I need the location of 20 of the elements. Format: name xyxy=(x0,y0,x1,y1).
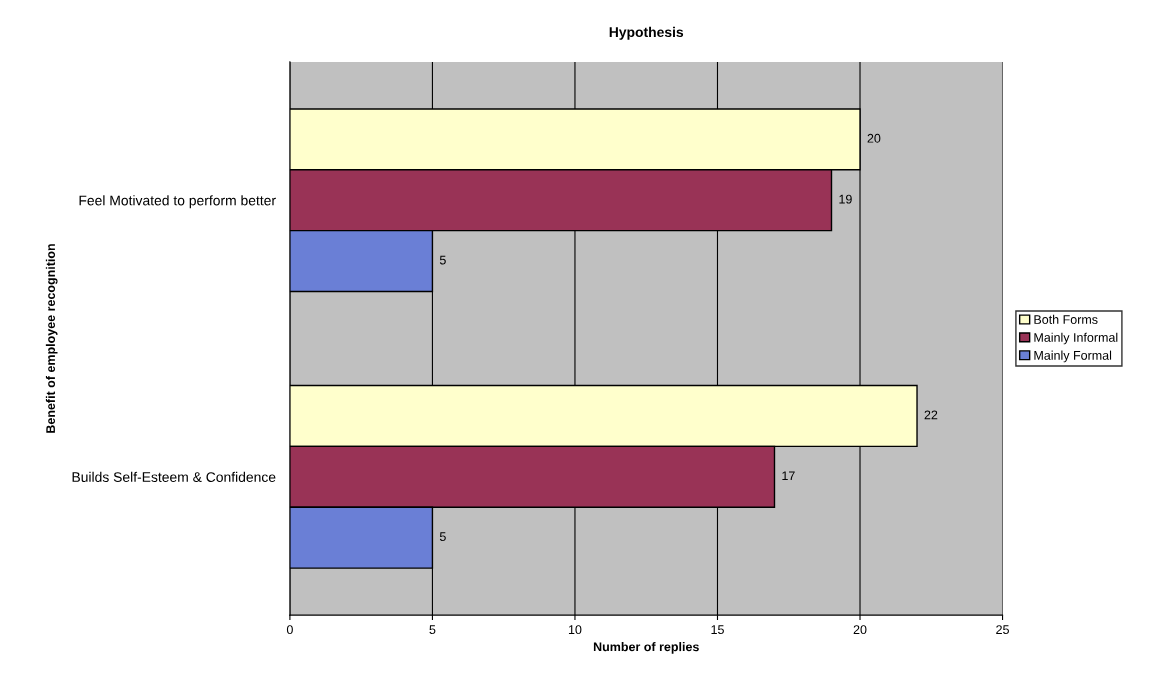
x-tick-label: 10 xyxy=(568,625,582,635)
data-label: 17 xyxy=(782,471,795,481)
legend-label: Both Forms xyxy=(1034,314,1098,324)
y-axis-title: Benefit of employee recognition xyxy=(45,244,58,433)
data-label: 19 xyxy=(839,194,852,204)
x-tick-label: 0 xyxy=(286,625,293,635)
legend-label: Mainly Formal xyxy=(1034,350,1112,363)
y-tick-label: Builds Self-Esteem & Confidence xyxy=(72,471,276,482)
x-tick-label: 25 xyxy=(996,625,1009,635)
x-tick-label: 5 xyxy=(429,625,436,635)
data-label: 20 xyxy=(867,133,881,143)
chart-title: Hypothesis xyxy=(609,26,684,40)
data-label: 5 xyxy=(439,255,446,265)
x-axis-title: Number of replies xyxy=(593,642,699,654)
data-label: 5 xyxy=(439,532,446,542)
x-tick-label: 20 xyxy=(853,625,867,635)
legend-label: Mainly Informal xyxy=(1034,332,1118,345)
y-tick-label: Feel Motivated to perform better xyxy=(79,195,276,209)
data-label: 22 xyxy=(924,410,938,420)
x-tick-label: 15 xyxy=(711,625,724,635)
